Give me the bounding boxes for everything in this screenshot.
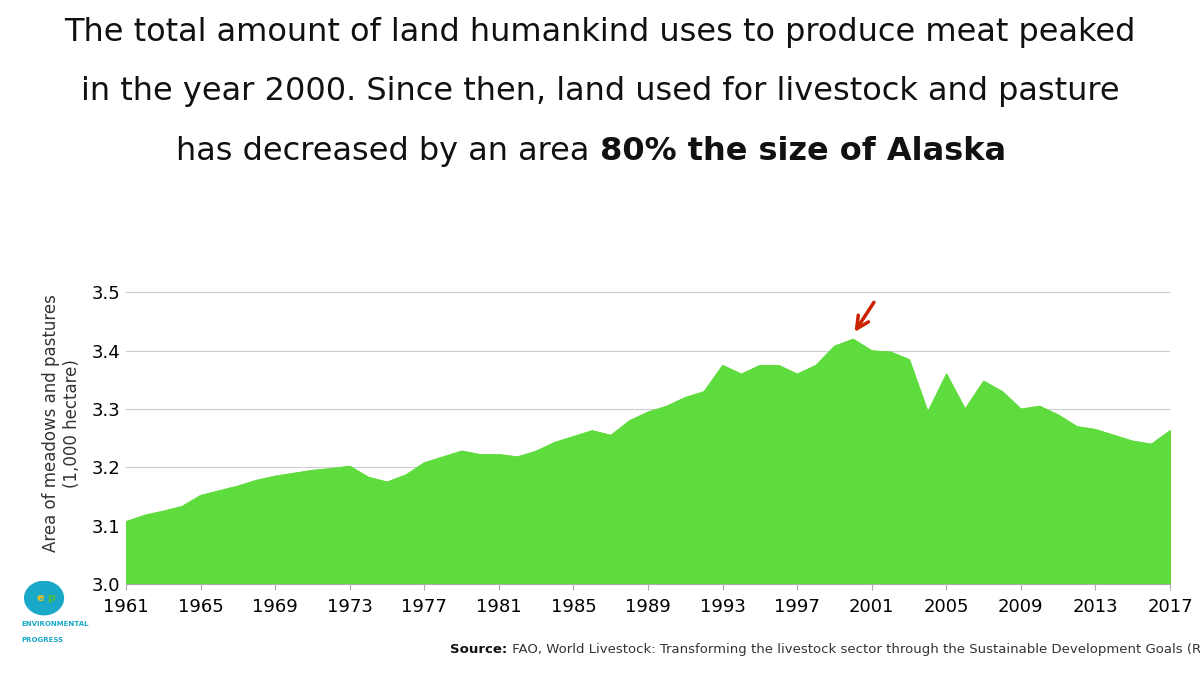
- Text: PROGRESS: PROGRESS: [22, 637, 64, 643]
- Text: p: p: [47, 593, 55, 603]
- Text: FAO, World Livestock: Transforming the livestock sector through the Sustainable : FAO, World Livestock: Transforming the l…: [508, 643, 1200, 656]
- Text: The total amount of land humankind uses to produce meat peaked: The total amount of land humankind uses …: [65, 17, 1135, 48]
- Text: ENVIRONMENTAL: ENVIRONMENTAL: [22, 622, 89, 627]
- Text: Source:: Source:: [450, 643, 508, 656]
- Text: e: e: [36, 593, 43, 603]
- Circle shape: [25, 581, 64, 615]
- Text: 80% the size of Alaska: 80% the size of Alaska: [600, 136, 1006, 167]
- Y-axis label: Area of meadows and pastures
(1,000 hectare): Area of meadows and pastures (1,000 hect…: [42, 294, 80, 553]
- Text: has decreased by an area: has decreased by an area: [176, 136, 600, 167]
- Text: in the year 2000. Since then, land used for livestock and pasture: in the year 2000. Since then, land used …: [80, 76, 1120, 107]
